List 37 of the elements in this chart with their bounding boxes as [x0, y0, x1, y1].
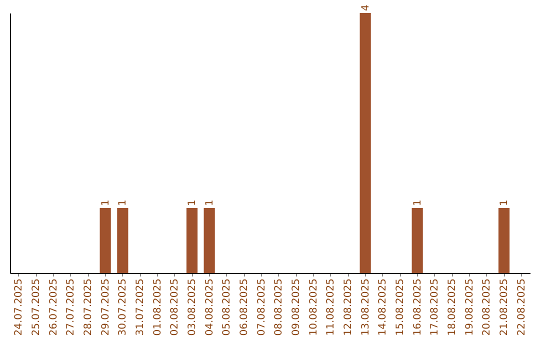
x-tick-label: 21.08.2025: [499, 278, 510, 336]
x-tick-label: 25.07.2025: [31, 278, 42, 336]
x-tick-label: 29.07.2025: [100, 278, 112, 336]
x-tick-label: 22.08.2025: [516, 278, 528, 336]
x-tick-label: 04.08.2025: [204, 278, 216, 336]
x-tick-label: 28.07.2025: [83, 278, 94, 336]
x-tick-label: 16.08.2025: [412, 278, 424, 336]
x-tick-label: 18.08.2025: [447, 278, 458, 336]
x-tick-label: 17.08.2025: [430, 278, 441, 336]
x-tick-label: 10.08.2025: [308, 278, 320, 336]
x-tick-label: 01.08.2025: [152, 278, 164, 336]
data-label: 1: [412, 200, 424, 206]
x-tick-label: 05.08.2025: [222, 278, 233, 336]
x-tick-label: 11.08.2025: [326, 278, 337, 336]
x-tick-label: 19.08.2025: [464, 278, 476, 336]
data-label: 1: [187, 200, 198, 206]
x-tick-label: 12.08.2025: [343, 278, 354, 336]
x-tick-label: 03.08.2025: [187, 278, 198, 336]
data-label: 1: [118, 200, 129, 206]
x-tick-label: 09.08.2025: [291, 278, 302, 336]
x-tick-label: 31.07.2025: [135, 278, 146, 336]
x-tick-label: 06.08.2025: [239, 278, 250, 336]
x-tick-label: 27.07.2025: [66, 278, 77, 336]
x-tick-label: 13.08.2025: [360, 278, 372, 336]
x-tick-label: 07.08.2025: [256, 278, 268, 336]
x-tick-label: 15.08.2025: [395, 278, 406, 336]
x-tick-label: 24.07.2025: [14, 278, 25, 336]
data-label: 1: [204, 200, 216, 206]
x-tick-label: 02.08.2025: [170, 278, 181, 336]
x-tick-label: 30.07.2025: [118, 278, 129, 336]
x-tick-label: 14.08.2025: [378, 278, 389, 336]
x-tick-label: 08.08.2025: [274, 278, 285, 336]
x-tick-label: 20.08.2025: [482, 278, 493, 336]
data-label: 1: [499, 200, 510, 206]
data-label: 1: [100, 200, 112, 206]
data-label: 4: [360, 4, 372, 11]
x-tick-label: 26.07.2025: [48, 278, 60, 336]
